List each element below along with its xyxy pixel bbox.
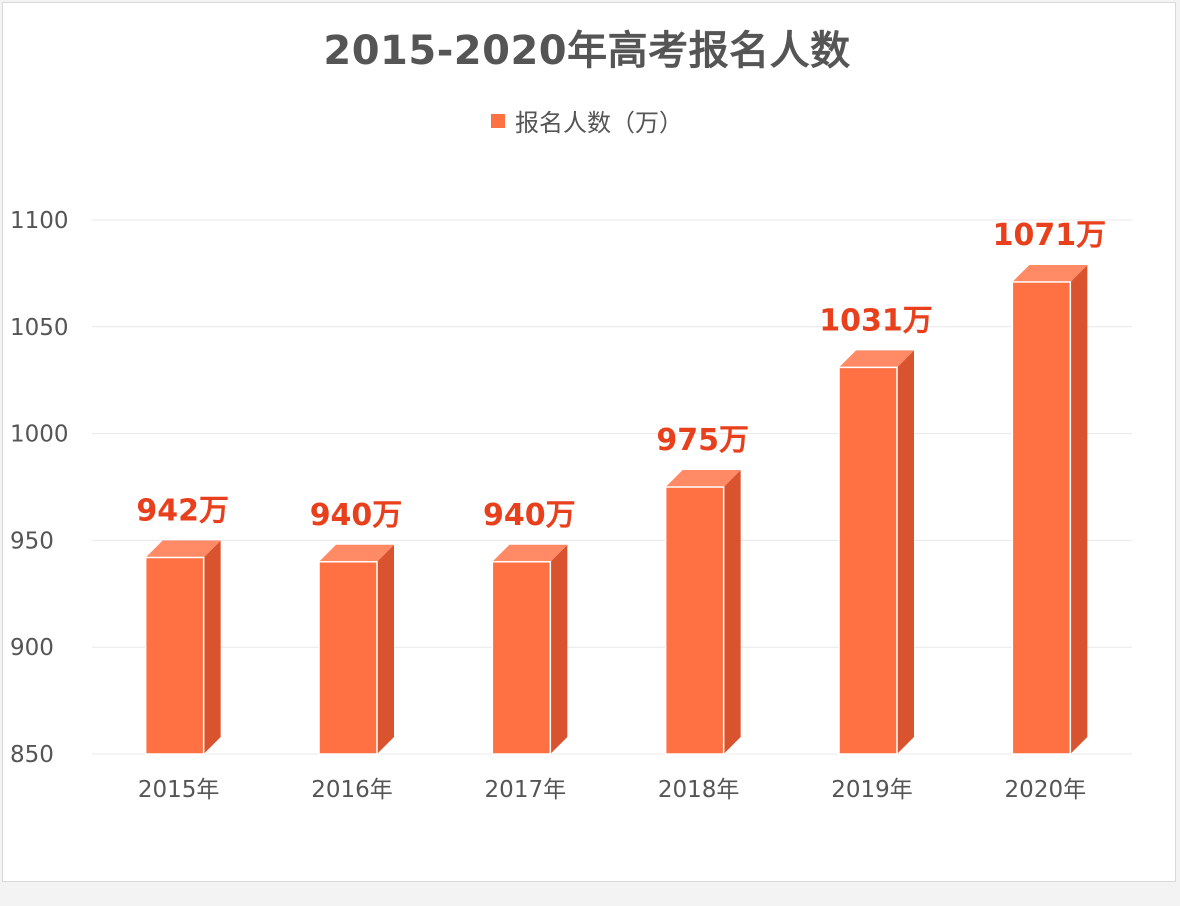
x-tick-label: 2016年 — [311, 777, 393, 803]
x-tick-label: 2017年 — [485, 777, 567, 803]
x-tick-label: 2019年 — [831, 777, 913, 803]
y-tick-label: 1100 — [10, 208, 69, 234]
bar-top — [1012, 264, 1088, 282]
data-label: 1031万 — [819, 303, 933, 338]
bar-top — [665, 470, 741, 487]
bar — [664, 486, 725, 755]
bar-side — [377, 544, 394, 754]
y-tick-label: 850 — [10, 742, 54, 768]
x-tick-label: 2020年 — [1005, 777, 1087, 803]
y-tick-label: 1050 — [10, 315, 69, 341]
y-tick-label: 900 — [10, 635, 54, 661]
data-label: 942万 — [136, 493, 229, 528]
bar-side — [203, 540, 221, 754]
bar-side — [550, 544, 568, 754]
bar-top — [839, 350, 914, 368]
legend-label: 报名人数（万） — [515, 109, 683, 137]
bar-top — [319, 544, 394, 562]
data-label: 940万 — [483, 498, 576, 533]
data-label: 975万 — [656, 423, 749, 458]
x-tick-label: 2018年 — [658, 777, 740, 803]
legend-swatch — [491, 114, 505, 128]
y-tick-label: 950 — [10, 528, 54, 554]
x-tick-label: 2015年 — [138, 777, 220, 803]
bar-side — [1070, 264, 1088, 754]
bar — [144, 556, 205, 755]
data-label: 1071万 — [993, 218, 1107, 253]
bar-top — [492, 544, 568, 562]
bar — [491, 561, 552, 755]
data-label: 940万 — [310, 498, 403, 533]
bar — [318, 561, 378, 755]
bar — [838, 366, 898, 755]
bar — [1011, 281, 1072, 755]
chart-title: 2015-2020年高考报名人数 — [323, 28, 851, 74]
y-tick-label: 1000 — [10, 422, 69, 448]
bar-side — [897, 350, 914, 754]
bar-top — [145, 540, 221, 558]
bar-side — [723, 470, 741, 754]
legend: 报名人数（万） — [0, 103, 1174, 138]
